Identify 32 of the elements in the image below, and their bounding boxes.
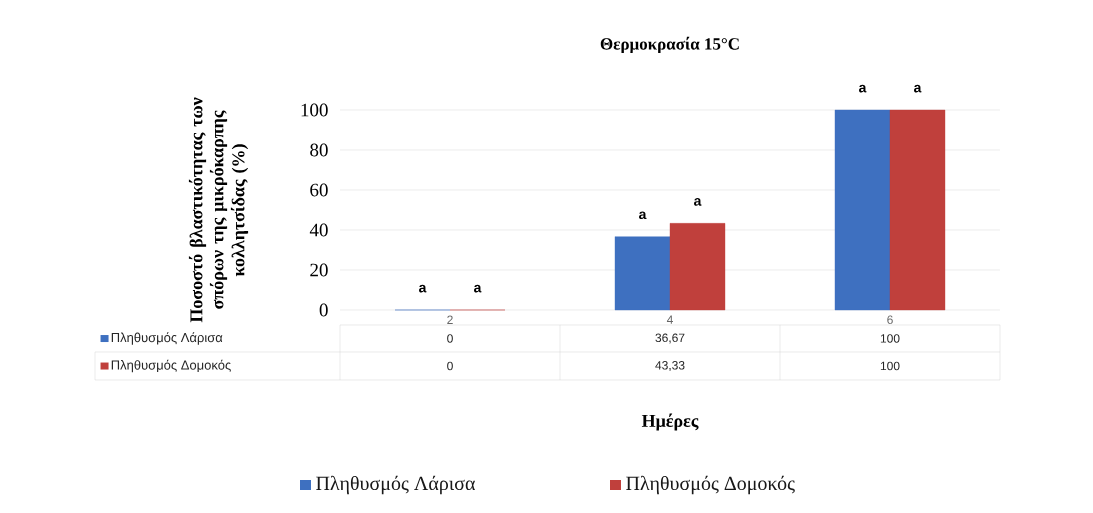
data-label: 0 bbox=[447, 361, 453, 371]
legend-label: Πληθυσμός Δομοκός bbox=[626, 475, 795, 495]
annotation: a bbox=[859, 84, 867, 93]
y-tick-label: 60 bbox=[310, 183, 328, 197]
data-label: 100 bbox=[880, 361, 900, 371]
y-tick-label: 80 bbox=[310, 143, 328, 157]
y-tick-label: 100 bbox=[301, 103, 328, 117]
data-label: 36,67 bbox=[655, 333, 685, 344]
y-tick-label: 20 bbox=[310, 263, 328, 277]
text: Πληθυσμός Δομοκός bbox=[111, 359, 231, 373]
bar bbox=[614, 236, 671, 311]
x-tick-label: 4 bbox=[666, 315, 673, 324]
legend-label: Πληθυσμός Λάρισα bbox=[316, 475, 475, 495]
x-tick-label: 2 bbox=[447, 315, 453, 324]
data-label: 0 bbox=[447, 334, 453, 343]
x-tick-label: 6 bbox=[887, 315, 893, 325]
bar bbox=[834, 109, 891, 311]
annotation: a bbox=[639, 211, 647, 220]
text: Πληθυσμός Λάρισα bbox=[111, 332, 223, 345]
annotation: a bbox=[474, 284, 482, 293]
annotation: a bbox=[694, 198, 702, 206]
annotation: a bbox=[914, 84, 922, 93]
y-tick-label: 0 bbox=[319, 303, 328, 317]
data-label: 43,33 bbox=[655, 361, 685, 371]
x-axis-title: Ημέρες bbox=[641, 413, 699, 431]
y-axis-title: Ποσοστό βλαστικότητας των σπόρων της μικρόκαρπης κολλητσίδας (%) bbox=[188, 97, 249, 323]
chart-title: Θερμοκρασία 15°C bbox=[600, 36, 739, 54]
y-tick-label: 40 bbox=[309, 223, 328, 237]
annotation: a bbox=[419, 284, 427, 293]
bar bbox=[889, 109, 946, 311]
bar bbox=[669, 223, 726, 311]
data-label: 100 bbox=[880, 334, 900, 343]
